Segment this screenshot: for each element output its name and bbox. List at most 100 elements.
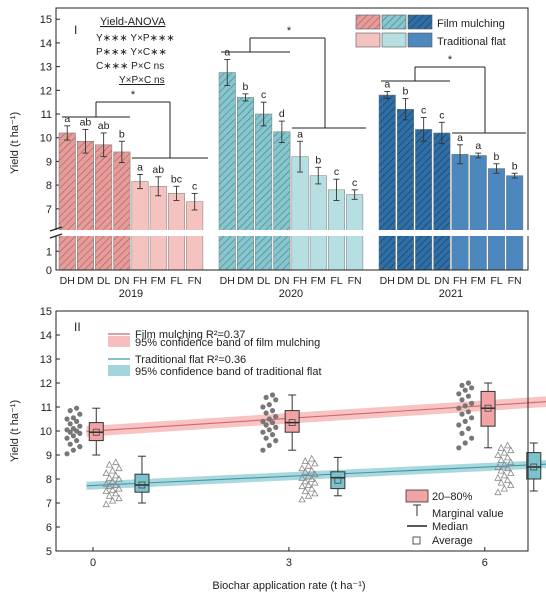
flat-data-point [497,443,505,451]
y-tick-label: 8 [46,180,52,192]
flat-data-point [494,451,502,458]
flat-data-point [308,484,316,492]
legend-swatch-flat-2021 [407,32,433,48]
flat-data-point [503,453,512,461]
y-tick-label: 7 [46,498,52,510]
y-tick-label: 9 [46,156,52,168]
flat-data-point [497,478,505,486]
y-tick-label: 5 [46,546,52,558]
bar-2021-dn [433,132,451,271]
significance-letter: a [297,128,303,140]
category-label: DM [397,275,413,287]
significance-letter: a [137,161,143,173]
anova-line: P∗∗∗ Y×C∗∗ [96,47,167,58]
film-data-point [263,435,269,441]
film-data-point [273,438,279,444]
flat-data-point [301,487,309,494]
significance-letter: b [494,151,500,163]
film-data-point [260,447,266,453]
significance-letter: b [403,86,409,98]
panel-i-y-axis: 0 1 7 8 9 10 11 12 13 14 15 [40,14,60,277]
bar-2020-dn [273,131,291,271]
category-label: FH [133,275,147,287]
film-data-point [456,391,462,397]
legend-average-label: Average [432,535,473,547]
category-label: DH [220,275,235,287]
flat-data-point [503,476,512,484]
flat-data-point [301,457,309,464]
bar-2021-fm [469,155,487,271]
significance-star: * [448,54,453,66]
bar-2020-dm [236,97,254,271]
film-data-point [462,440,468,446]
panel-i-label: I [74,23,77,37]
category-label: FL [330,275,342,287]
significance-letter: a [475,140,481,152]
film-data-point [77,411,83,417]
flat-data-point [102,500,110,508]
year-label: 2020 [279,288,303,300]
category-label: DM [77,275,93,287]
film-data-point [269,420,276,426]
bar-2021-fh [451,154,469,271]
legend-average-icon [412,536,421,545]
film-data-point [70,415,77,421]
flat-data-point [308,466,316,474]
y-tick-label: 0 [46,265,52,277]
flat-data-point [494,488,502,496]
film-data-point [469,385,475,391]
film-confidence-band [86,396,546,437]
flat-data-point [298,464,306,472]
flat-data-point [298,482,306,490]
flat-data-point [108,496,117,504]
anova-line: C∗∗∗ P×C ns [96,61,164,72]
film-data-point [70,433,77,439]
film-data-point [64,451,70,457]
axis-break-mark [49,233,63,239]
flat-confidence-band [86,460,546,490]
year-label: 2021 [439,288,463,300]
legend-flat-band-swatch [108,365,130,376]
y-tick-label: 8 [46,474,52,486]
flat-data-point [105,473,114,481]
category-label: FL [170,275,182,287]
film-data-point [74,418,80,424]
y-tick-label: 13 [40,354,52,366]
y-tick-label: 14 [40,330,52,342]
significance-letter: c [352,177,357,189]
flat-data-point [298,495,306,503]
panel-ii-legend-fits: Film mulching R²=0.37 95% confidence ban… [108,329,322,378]
category-label: FH [453,275,467,287]
category-label: FH [293,275,307,287]
bar-2019-dm [76,141,94,271]
y-tick-label: 7 [46,204,52,216]
film-data-point [67,421,73,427]
category-label: FN [508,275,522,287]
legend-swatch-flat-2019 [355,32,381,48]
flat-data-point [105,491,114,499]
significance-star: * [287,25,292,37]
flat-data-point [494,473,502,481]
bar-2019-dl [95,144,113,271]
flat-box [134,473,150,493]
significance-letter: b [243,81,249,93]
box-average [484,404,492,412]
film-data-point [469,400,475,406]
significance-letter: ab [98,120,110,132]
flat-data-point [115,464,123,472]
flat-regression-line [86,463,546,487]
film-data-point [462,387,468,393]
film-data-point [67,408,73,414]
flat-data-point [503,441,512,449]
film-data-point [263,394,269,400]
panel-i-frame [55,7,529,271]
bar-2021-fl [487,168,505,271]
legend-swatch-film-2019 [355,14,381,30]
anova-summary: Yield-ANOVA Y∗∗∗ Y×P∗∗∗ P∗∗∗ Y×C∗∗ C∗∗∗ … [96,16,175,86]
y-tick-label: 10 [40,133,52,145]
y-tick-label: 11 [41,109,52,121]
bar-2021-dh [378,94,396,271]
legend-box-label: 20–80% [432,491,473,503]
anova-title: Yield-ANOVA [100,16,166,28]
legend-film-label: Film mulching [437,18,505,30]
